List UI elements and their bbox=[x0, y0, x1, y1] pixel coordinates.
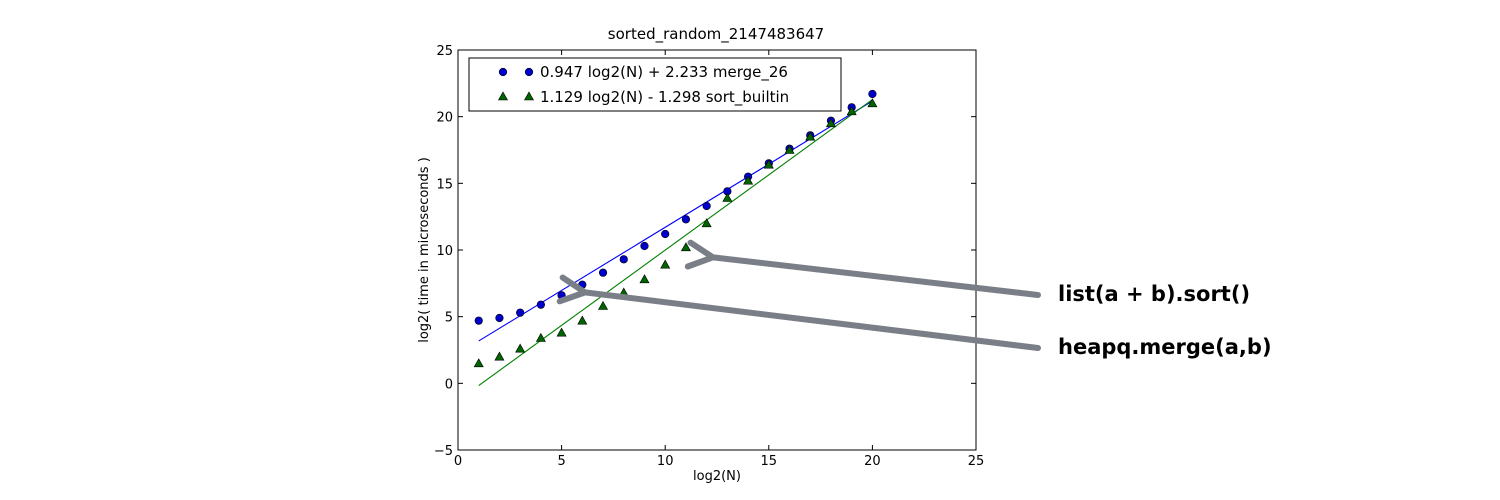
data-point-series-1 bbox=[743, 175, 754, 185]
y-axis-ticks: −5 0 5 10 15 20 25 bbox=[434, 44, 976, 459]
data-point-series-1 bbox=[598, 300, 609, 310]
chart-title: sorted_random_2147483647 bbox=[608, 25, 824, 44]
data-point-series-1 bbox=[763, 159, 774, 169]
x-tick-label: 5 bbox=[557, 454, 565, 469]
legend-marker-merge bbox=[524, 67, 534, 77]
data-point-series-0 bbox=[640, 241, 649, 251]
data-point-series-0 bbox=[557, 291, 566, 300]
x-tick-label: 0 bbox=[454, 454, 462, 469]
data-point-series-0 bbox=[868, 89, 877, 99]
x-axis-label: log2(N) bbox=[693, 469, 741, 484]
y-tick-label: 20 bbox=[436, 111, 453, 126]
y-tick-label: 10 bbox=[436, 244, 453, 259]
data-point-series-1 bbox=[639, 274, 650, 284]
fit-lines bbox=[478, 99, 873, 387]
data-point-series-1 bbox=[473, 358, 484, 368]
x-tick-label: 20 bbox=[864, 454, 881, 469]
x-tick-label: 10 bbox=[657, 454, 674, 469]
data-point-series-1 bbox=[535, 332, 546, 342]
data-point-series-1 bbox=[701, 218, 712, 228]
annotation-label-merge: heapq.merge(a,b) bbox=[1058, 335, 1272, 359]
legend-label-merge: 0.947 log2(N) + 2.233 merge_26 bbox=[540, 63, 788, 82]
data-point-series-1 bbox=[805, 131, 816, 141]
data-points bbox=[473, 89, 878, 368]
legend-marker-sort bbox=[523, 91, 535, 101]
legend-label-sort: 1.129 log2(N) - 1.298 sort_builtin bbox=[540, 88, 789, 107]
data-point-series-0 bbox=[516, 308, 525, 317]
data-point-series-1 bbox=[825, 118, 836, 128]
data-point-series-1 bbox=[846, 106, 857, 116]
data-point-series-0 bbox=[702, 201, 711, 211]
y-axis-label: log2( time in microseconds ) bbox=[417, 157, 432, 343]
fit-line-1 bbox=[478, 99, 873, 387]
x-tick-label: 25 bbox=[968, 454, 985, 469]
data-point-series-0 bbox=[619, 255, 628, 264]
annotation-arrow-merge bbox=[556, 274, 1041, 351]
legend: 0.947 log2(N) + 2.233 merge_26 1.129 log… bbox=[468, 57, 842, 112]
data-point-series-0 bbox=[495, 313, 504, 323]
x-axis-ticks: 0 5 10 15 20 25 bbox=[454, 50, 984, 469]
y-tick-label: −5 bbox=[434, 444, 453, 459]
annotation-arrow-sort bbox=[684, 239, 1041, 298]
legend-marker-sort bbox=[497, 91, 509, 101]
data-point-series-1 bbox=[577, 315, 588, 325]
data-point-series-1 bbox=[556, 327, 567, 337]
data-point-series-0 bbox=[578, 280, 587, 289]
annotations: list(a + b).sort() heapq.merge(a,b) bbox=[556, 239, 1272, 359]
data-point-series-1 bbox=[515, 343, 526, 353]
data-point-series-1 bbox=[722, 192, 733, 202]
data-point-series-0 bbox=[536, 300, 545, 309]
legend-box bbox=[468, 57, 842, 112]
data-point-series-0 bbox=[661, 229, 670, 239]
data-point-series-0 bbox=[681, 215, 691, 224]
y-tick-label: 0 bbox=[445, 377, 453, 392]
x-tick-label: 15 bbox=[761, 454, 778, 469]
fit-line-0 bbox=[478, 100, 873, 342]
data-point-series-1 bbox=[867, 98, 878, 108]
data-point-series-1 bbox=[784, 144, 795, 154]
data-point-series-1 bbox=[680, 242, 691, 252]
y-tick-label: 25 bbox=[436, 44, 453, 59]
data-point-series-1 bbox=[494, 351, 505, 361]
y-tick-label: 15 bbox=[436, 177, 453, 192]
y-tick-label: 5 bbox=[445, 311, 453, 326]
annotation-label-sort: list(a + b).sort() bbox=[1058, 282, 1250, 306]
data-point-series-0 bbox=[474, 316, 483, 325]
legend-marker-merge bbox=[498, 67, 508, 77]
data-point-series-0 bbox=[598, 268, 608, 277]
data-point-series-1 bbox=[660, 259, 671, 269]
